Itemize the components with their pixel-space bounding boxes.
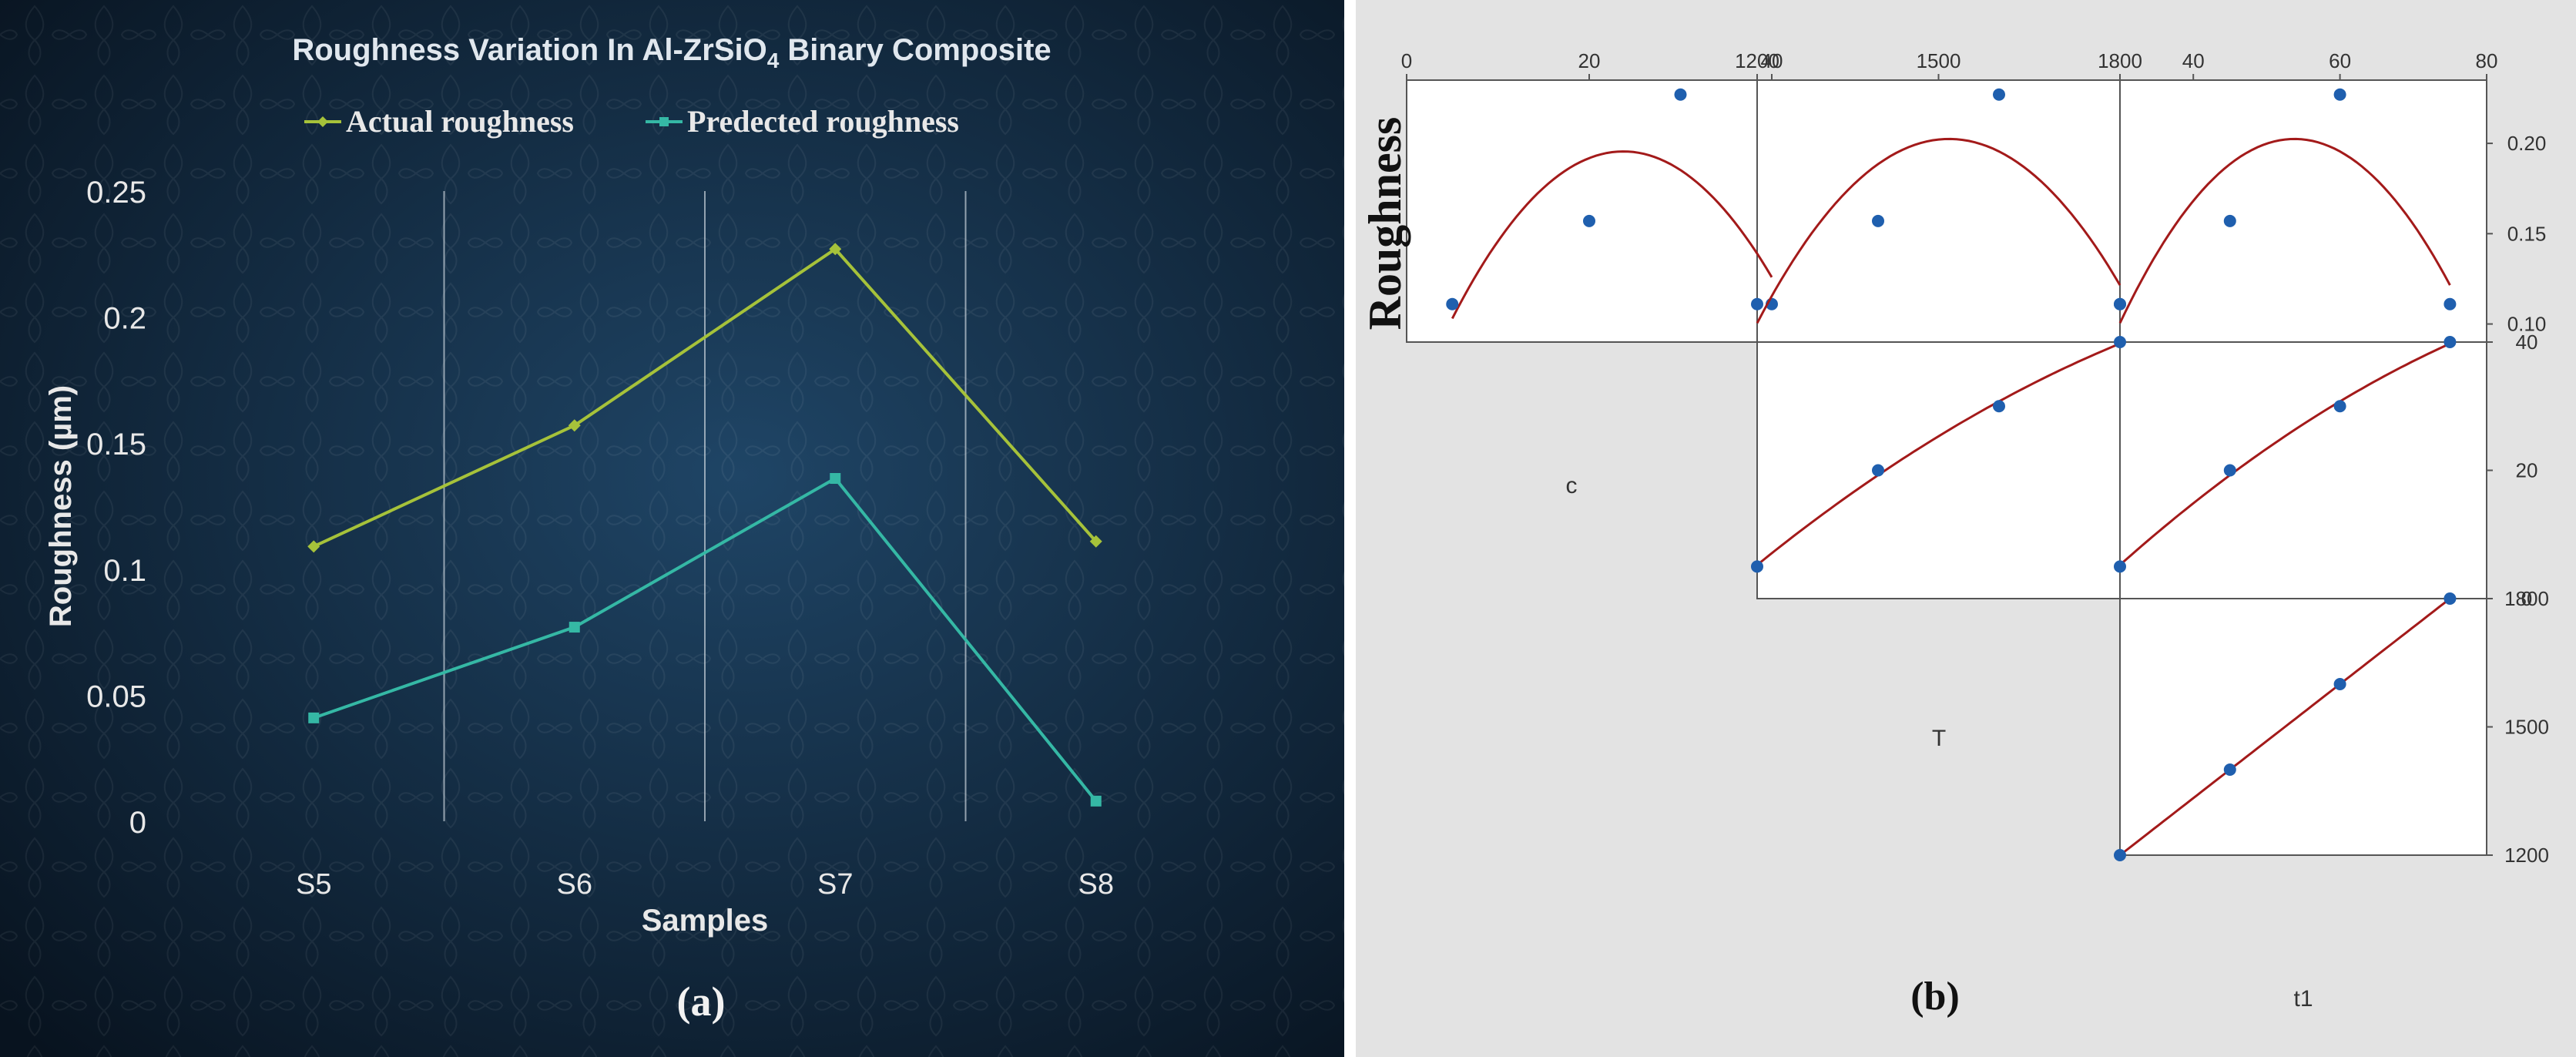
scatter-point [2444, 592, 2457, 605]
data-point-predicted [1090, 795, 1102, 807]
scatter-point [1993, 88, 2005, 101]
scatter-point [2333, 400, 2346, 413]
scatter-point [1993, 400, 2005, 413]
scatter-point [2223, 464, 2236, 477]
data-point-actual [829, 243, 842, 256]
legend-label-actual: Actual roughness [346, 104, 574, 139]
scatter-point [1674, 88, 1687, 101]
panel-label-a: (a) [677, 978, 726, 1025]
series-line-predicted [313, 476, 1098, 803]
scatter-point [1583, 214, 1595, 227]
data-point-actual [1089, 535, 1102, 548]
x-tick-label: S8 [1078, 868, 1114, 901]
scatter-point [2114, 849, 2126, 861]
fit-curve [1451, 150, 1773, 320]
scatter-point [1446, 297, 1459, 310]
scatter-point [2114, 297, 2126, 310]
data-point-predicted [308, 712, 320, 723]
panel-label-b: (b) [1910, 975, 1960, 1018]
chart-title-suffix: Binary Composite [779, 33, 1051, 67]
right-tick-label-T: 1200 [2504, 844, 2549, 867]
top-tick-label-t1: 80 [2476, 49, 2498, 72]
x-tick-label: S6 [557, 868, 592, 901]
x-tick-label: S5 [296, 868, 331, 901]
scatter-point [1751, 560, 1763, 573]
y-tick-label: 0.25 [86, 176, 146, 210]
variable-label-T: T [1932, 726, 1946, 751]
scatter-point [2114, 560, 2126, 573]
scatter-point [2444, 336, 2457, 348]
top-tick-label-t1: 60 [2329, 49, 2351, 72]
fit-curve [2119, 342, 2451, 566]
matrix-y-label: Roughness [1360, 117, 1410, 331]
scatter-point [2114, 336, 2126, 348]
right-tick-label-c: 0 [2521, 587, 2532, 610]
top-tick-label-c: 40 [1761, 49, 1783, 72]
chart-title-main: Roughness Variation In Al-ZrSiO [292, 33, 766, 67]
legend-label-predicted: Predected roughness [687, 104, 959, 139]
y-axis-label: Roughness (µm) [44, 385, 78, 627]
top-tick-label-t1: 40 [2182, 49, 2205, 72]
right-tick-label-Roughness: 0.10 [2507, 313, 2547, 336]
chart-title-subscript: 4 [767, 49, 780, 72]
x-axis-label: Samples [642, 904, 769, 938]
variable-label-c: c [1566, 473, 1578, 498]
data-point-predicted [569, 622, 580, 633]
data-point-actual [307, 540, 320, 553]
legend-marker-actual [317, 116, 328, 127]
scatter-point [2223, 214, 2236, 227]
top-tick-label-c: 20 [1578, 49, 1601, 72]
panel-a-damask-pattern [0, 0, 1344, 1057]
y-tick-label: 0.05 [86, 680, 146, 713]
right-tick-label-c: 20 [2516, 459, 2538, 482]
panel-a-chart: Roughness Variation In Al-ZrSiO4 Binary … [0, 0, 1344, 1057]
top-tick-label-T: 1800 [2098, 49, 2142, 72]
matrix-cell [1756, 341, 2121, 599]
top-tick-label-T: 1500 [1917, 49, 1961, 72]
scatter-point [2223, 763, 2236, 776]
chart-title: Roughness Variation In Al-ZrSiO4 Binary … [292, 33, 1051, 72]
y-tick-label: 0 [129, 806, 146, 840]
right-tick-label-T: 1800 [2504, 587, 2549, 610]
y-tick-label: 0.1 [103, 554, 146, 588]
x-tick-label: S7 [817, 868, 853, 901]
scatter-point [1872, 214, 1884, 227]
matrix-cell [1406, 79, 1773, 343]
fit-curve [2119, 597, 2451, 857]
matrix-cell [2119, 598, 2487, 856]
right-tick-label-Roughness: 0.20 [2507, 132, 2547, 155]
scatter-point [1872, 464, 1884, 477]
y-tick-label: 0.15 [86, 428, 146, 461]
legend-marker-predicted [659, 117, 669, 126]
scatter-point [2333, 88, 2346, 101]
fit-curve [1756, 137, 2122, 324]
fit-curve [2118, 137, 2451, 324]
series-line-actual [313, 247, 1098, 549]
right-tick-label-c: 40 [2516, 331, 2538, 354]
variable-label-t1: t1 [2293, 986, 2313, 1012]
scatter-point [2333, 678, 2346, 690]
data-point-actual [568, 419, 581, 432]
matrix-cell [1756, 79, 2121, 343]
top-tick-label-c: 0 [1401, 49, 1412, 72]
data-point-predicted [830, 473, 841, 485]
right-tick-label-T: 1500 [2504, 716, 2549, 739]
scatter-point [1751, 297, 1763, 310]
y-tick-label: 0.2 [103, 302, 146, 336]
top-tick-label-T: 1200 [1735, 49, 1779, 72]
scatter-point [2444, 297, 2457, 310]
matrix-cell [2119, 79, 2487, 343]
fit-curve [1756, 342, 2121, 566]
right-tick-label-Roughness: 0.15 [2507, 222, 2547, 245]
matrix-cell [2119, 341, 2487, 599]
